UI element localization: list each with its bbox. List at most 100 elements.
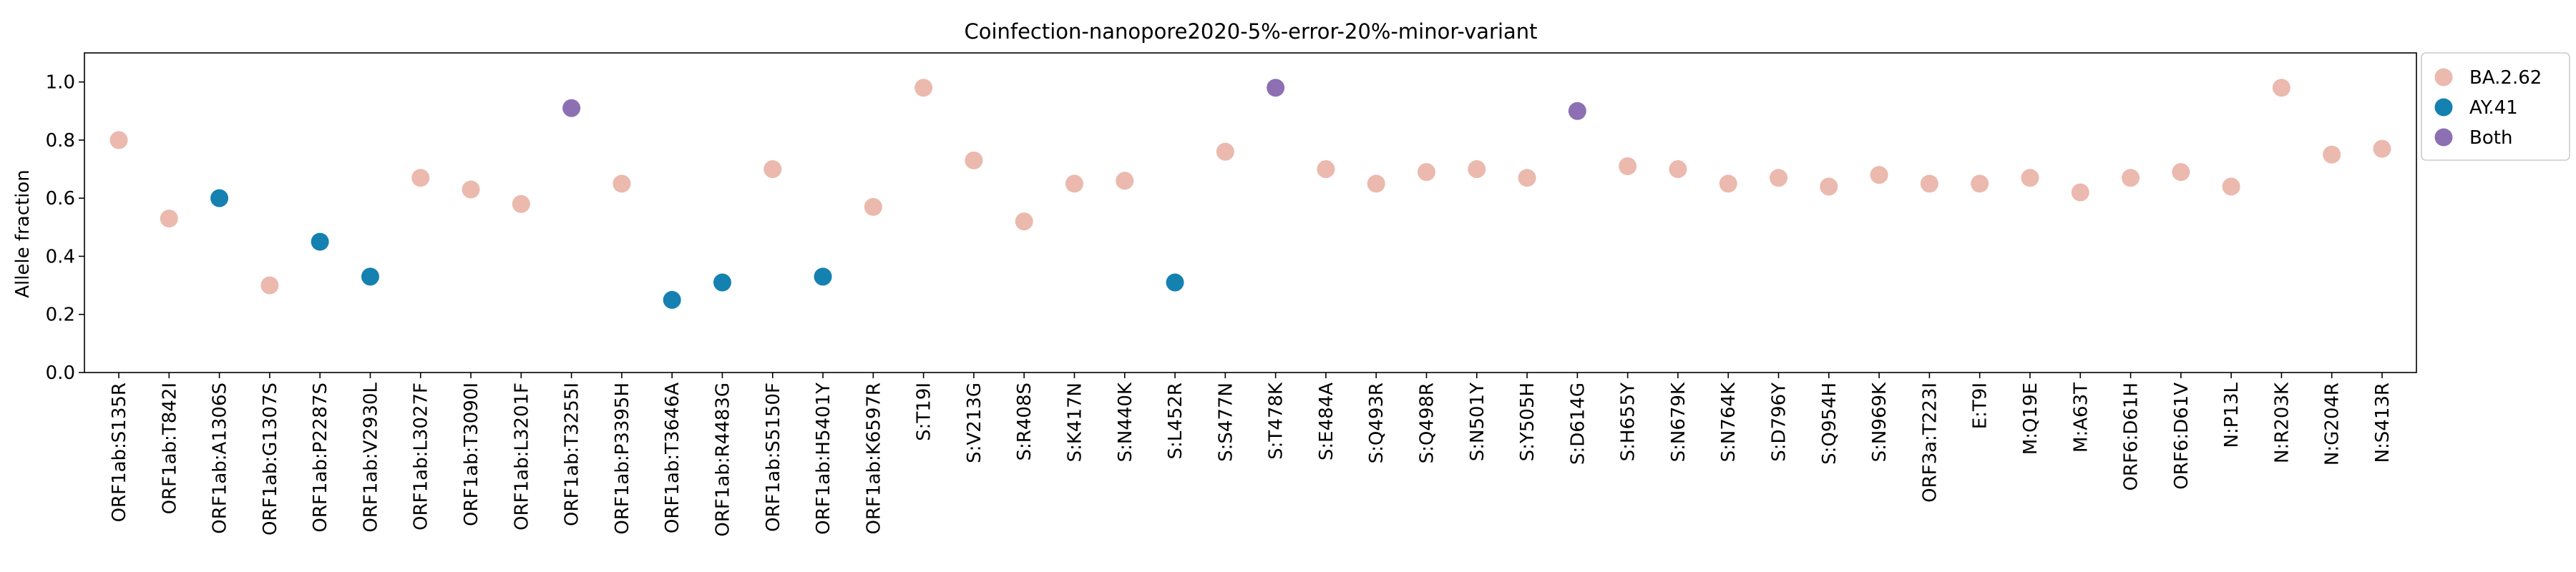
x-tick-label: ORF1ab:T3646A xyxy=(662,383,683,533)
x-tick-label: ORF1ab:S5150F xyxy=(763,383,784,532)
data-point-ba-2-62 xyxy=(1820,177,1838,196)
x-tick-label: E:T9I xyxy=(1970,383,1991,429)
data-point-ba-2-62 xyxy=(2222,177,2240,196)
x-tick-label: S:K417N xyxy=(1064,383,1085,462)
x-tick-label: ORF1ab:A1306S xyxy=(210,383,231,534)
y-tick-label: 0.8 xyxy=(46,130,75,152)
legend: BA.2.62 AY.41 Both xyxy=(2421,52,2570,161)
data-point-ay-41 xyxy=(713,273,731,292)
x-tick-label: ORF1ab:G1307S xyxy=(260,383,281,536)
data-point-ba-2-62 xyxy=(1870,166,1888,184)
data-point-both xyxy=(562,99,581,117)
x-tick-label: S:Q493R xyxy=(1366,383,1387,463)
data-point-ba-2-62 xyxy=(2323,145,2341,164)
data-point-ba-2-62 xyxy=(965,151,983,169)
y-tick-label: 1.0 xyxy=(46,72,75,94)
x-tick-label: ORF1ab:K6597R xyxy=(863,383,884,535)
x-tick-label: ORF1ab:R4483G xyxy=(712,383,733,537)
x-axis-ticks: ORF1ab:S135R ORF1ab:T842I ORF1ab:A1306S ORF… xyxy=(109,373,2394,537)
x-tick-label: ORF1ab:V2930L xyxy=(360,382,381,532)
x-tick-label: S:N501Y xyxy=(1467,383,1488,461)
x-tick-label: S:Q498R xyxy=(1417,383,1438,463)
y-tick-label: 0.2 xyxy=(46,305,75,326)
data-point-ba-2-62 xyxy=(613,174,631,193)
x-tick-label: ORF1ab:P2287S xyxy=(310,383,331,533)
y-axis-ticks: 0.0 0.2 0.4 0.6 0.8 1.0 xyxy=(46,72,84,384)
data-point-ba-2-62 xyxy=(2071,183,2089,202)
x-tick-label: S:Q954H xyxy=(1819,383,1840,465)
x-tick-label: N:R203K xyxy=(2271,382,2293,463)
data-point-ba-2-62 xyxy=(1065,174,1083,193)
x-tick-label: S:D614G xyxy=(1567,383,1589,465)
data-point-ba-2-62 xyxy=(1920,174,1938,193)
x-tick-label: S:N969K xyxy=(1869,382,1890,462)
data-point-ba-2-62 xyxy=(160,209,178,228)
x-tick-label: ORF1ab:H5401Y xyxy=(813,383,834,535)
data-point-ba-2-62 xyxy=(1216,142,1234,161)
legend-marker xyxy=(2434,128,2453,147)
data-point-ba-2-62 xyxy=(864,197,882,216)
legend-frame xyxy=(2421,52,2570,161)
data-point-ba-2-62 xyxy=(1468,160,1486,179)
data-point-ba-2-62 xyxy=(462,180,480,199)
data-point-ba-2-62 xyxy=(109,131,128,149)
x-tick-label: S:V213G xyxy=(964,383,985,463)
data-point-ba-2-62 xyxy=(914,79,933,97)
x-tick-label: ORF1ab:T3255I xyxy=(562,383,583,526)
x-tick-label: S:L452R xyxy=(1165,383,1186,459)
chart-title: Coinfection-nanopore2020-5%-error-20%-mi… xyxy=(964,19,1537,44)
data-point-ay-41 xyxy=(361,267,379,286)
x-tick-label: S:T19I xyxy=(914,383,935,441)
data-point-ba-2-62 xyxy=(2272,79,2290,97)
x-tick-label: ORF1ab:T842I xyxy=(159,383,180,514)
x-tick-label: S:D796Y xyxy=(1769,383,1790,462)
x-tick-label: ORF6:D61V xyxy=(2171,383,2192,490)
data-point-ba-2-62 xyxy=(2122,169,2140,187)
data-point-ba-2-62 xyxy=(1770,169,1788,187)
x-tick-label: S:N679K xyxy=(1668,382,1689,462)
x-tick-label: S:Y505H xyxy=(1517,383,1538,461)
data-point-ba-2-62 xyxy=(1367,174,1385,193)
data-point-ba-2-62 xyxy=(1619,157,1637,175)
data-point-ba-2-62 xyxy=(1518,169,1536,187)
data-point-ba-2-62 xyxy=(1719,174,1737,193)
x-tick-label: ORF6:D61H xyxy=(2121,383,2142,490)
plot-area-frame xyxy=(84,52,2417,373)
legend-marker xyxy=(2434,98,2453,117)
data-point-ba-2-62 xyxy=(2021,169,2039,187)
data-point-both xyxy=(1267,79,1285,97)
data-point-ba-2-62 xyxy=(2172,163,2190,182)
x-tick-label: S:H655Y xyxy=(1618,383,1639,461)
y-tick-label: 0.0 xyxy=(46,363,75,384)
y-tick-label: 0.4 xyxy=(46,246,75,267)
x-tick-label: ORF1ab:S135R xyxy=(109,383,130,522)
data-point-ay-41 xyxy=(210,189,229,207)
data-point-ba-2-62 xyxy=(411,169,430,187)
legend-label: Both xyxy=(2469,127,2512,149)
legend-marker xyxy=(2434,68,2453,87)
x-tick-label: S:N764K xyxy=(1718,382,1740,462)
x-tick-label: S:N440K xyxy=(1115,382,1136,462)
data-point-ay-41 xyxy=(311,232,329,251)
data-point-ba-2-62 xyxy=(1015,212,1033,231)
data-points xyxy=(109,79,2391,309)
x-tick-label: ORF3a:T223I xyxy=(1919,383,1941,503)
data-point-ba-2-62 xyxy=(1317,160,1335,179)
x-tick-label: S:T478K xyxy=(1266,382,1287,460)
x-tick-label: N:S413R xyxy=(2372,383,2394,463)
x-tick-label: S:E484A xyxy=(1316,383,1337,460)
x-tick-label: ORF1ab:L3201F xyxy=(511,383,532,531)
data-point-ba-2-62 xyxy=(1971,174,1989,193)
legend-label: BA.2.62 xyxy=(2469,67,2542,89)
x-tick-label: ORF1ab:P3395H xyxy=(612,383,633,535)
x-tick-label: N:G204R xyxy=(2322,383,2343,465)
x-tick-label: ORF1ab:T3090I xyxy=(461,383,482,526)
data-point-ba-2-62 xyxy=(512,194,530,213)
data-point-ba-2-62 xyxy=(1418,163,1436,182)
data-point-ba-2-62 xyxy=(2373,139,2391,158)
y-axis-label: Allele fraction xyxy=(12,169,34,298)
x-tick-label: ORF1ab:L3027F xyxy=(411,383,432,531)
data-point-both xyxy=(1568,102,1586,120)
x-tick-label: S:R408S xyxy=(1014,383,1035,460)
